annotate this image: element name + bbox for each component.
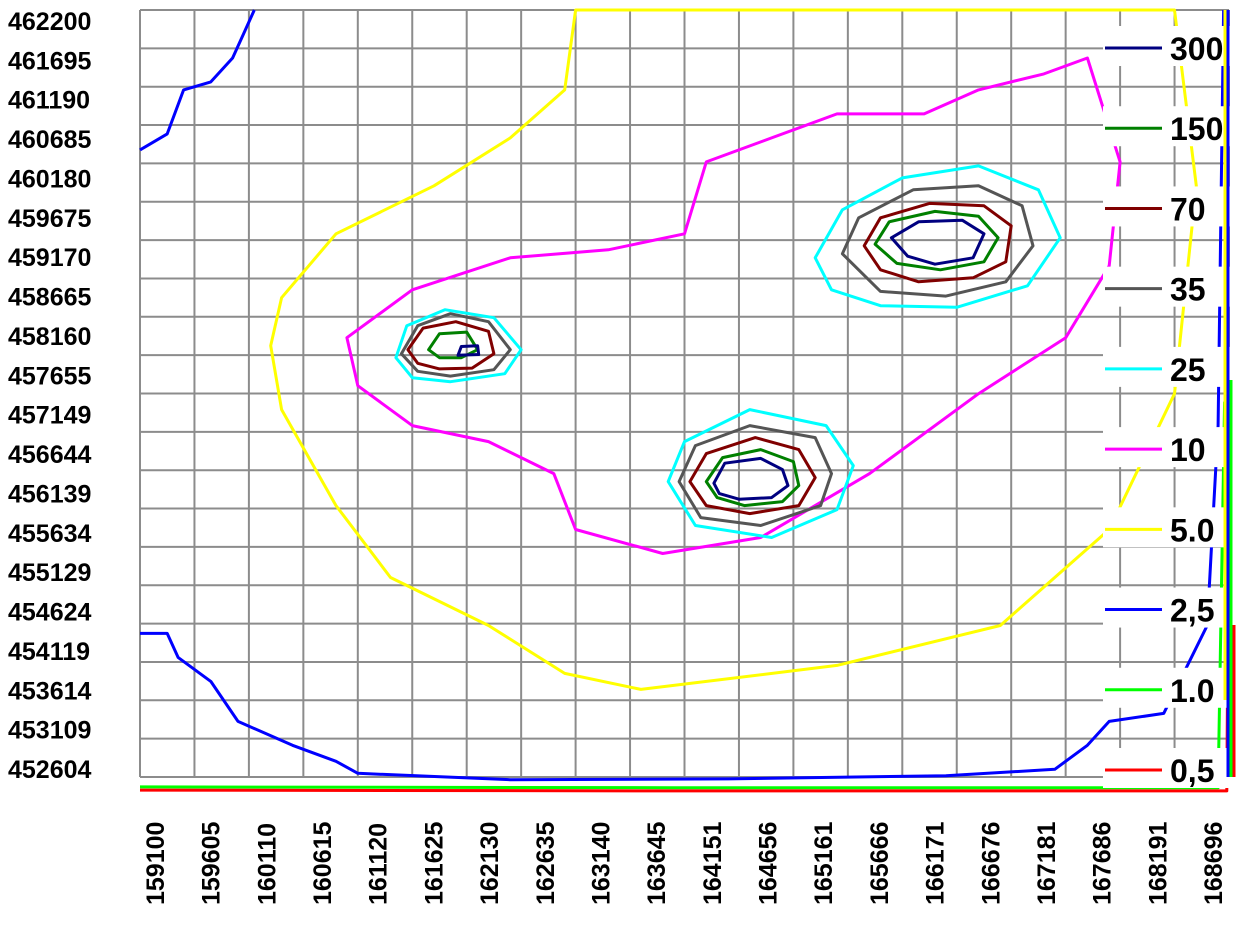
y-tick-label: 462200	[8, 8, 91, 36]
x-tick-label: 162635	[532, 821, 560, 905]
legend-label: 5.0	[1170, 512, 1214, 548]
x-tick-label: 163645	[643, 821, 671, 905]
contour-line-70	[406, 320, 496, 371]
legend-entry-background	[1103, 26, 1244, 66]
contour-line-300	[712, 456, 790, 501]
contour-line-25	[666, 408, 855, 539]
x-tick-label: 165161	[810, 821, 838, 905]
legend-entry-background	[1103, 667, 1244, 708]
contour-line-2-5	[139, 9, 256, 152]
x-tick-label: 168696	[1200, 822, 1228, 905]
y-tick-label: 455129	[8, 559, 91, 587]
legend-entry-background	[1103, 106, 1244, 147]
y-tick-label: 460180	[8, 165, 91, 193]
legend-label: 1.0	[1170, 673, 1214, 709]
legend-entry-background	[1103, 587, 1244, 628]
y-tick-label: 456139	[8, 480, 91, 508]
y-tick-label: 454624	[8, 599, 92, 627]
x-tick-label: 167686	[1089, 822, 1117, 905]
contour-line-35	[399, 312, 512, 378]
y-tick-label: 455634	[8, 520, 92, 548]
y-tick-label: 461695	[8, 47, 92, 75]
x-tick-label: 162130	[476, 822, 504, 905]
legend: 300 150 70 35 25 10 5.0 2,5 1.0 0,5	[1103, 10, 1244, 789]
y-tick-label: 454119	[8, 638, 90, 666]
contour-line-25	[394, 308, 523, 384]
x-tick-label: 160110	[253, 823, 281, 905]
legend-label: 10	[1170, 432, 1206, 468]
contour-line-150	[704, 448, 801, 508]
legend-entry-background	[1103, 266, 1244, 307]
y-tick-label: 460685	[8, 126, 92, 154]
x-tick-label: 161120	[365, 823, 393, 905]
y-tick-label: 458160	[8, 323, 91, 351]
contour-line-25	[813, 164, 1062, 309]
y-tick-label: 458665	[8, 284, 92, 312]
y-tick-label: 453614	[8, 677, 92, 705]
contour-line-70	[862, 201, 1013, 284]
legend-label: 0,5	[1170, 753, 1214, 789]
contour-line-35	[677, 424, 833, 527]
legend-entry-background	[1103, 427, 1244, 468]
x-tick-label: 163140	[587, 822, 615, 905]
contour-line-300	[456, 344, 481, 357]
contour-line-150	[873, 209, 1000, 272]
y-tick-labels: 462200 461695 461190 460685 460180 459675 4591…	[8, 8, 92, 784]
y-tick-label: 457655	[8, 362, 92, 390]
legend-entry-background	[1103, 186, 1244, 227]
contour-line-5-0	[269, 8, 1198, 691]
legend-label: 25	[1170, 352, 1206, 388]
legend-entry-background	[1103, 748, 1244, 788]
grid-lines	[139, 9, 1230, 778]
x-tick-label: 166676	[977, 822, 1005, 905]
x-tick-label: 160615	[309, 821, 337, 905]
y-tick-label: 452604	[8, 756, 92, 784]
x-tick-label: 159100	[142, 822, 170, 905]
legend-label: 150	[1170, 111, 1223, 147]
y-tick-label: 461190	[8, 87, 90, 115]
legend-label: 300	[1170, 31, 1223, 67]
x-tick-labels: 159100 159605 160110 160615 161120 161625 1621…	[142, 821, 1228, 905]
y-tick-label: 453109	[8, 717, 91, 745]
y-tick-label: 459675	[8, 205, 92, 233]
legend-entry-background	[1103, 507, 1244, 548]
y-tick-label: 456644	[8, 441, 92, 469]
legend-label: 35	[1170, 272, 1206, 308]
legend-label: 2,5	[1170, 593, 1214, 629]
y-tick-label: 457149	[8, 402, 91, 430]
contour-line-70	[688, 436, 817, 516]
legend-entry-background	[1103, 346, 1244, 387]
contour-line-35	[840, 184, 1035, 298]
x-tick-label: 168191	[1144, 821, 1172, 905]
x-tick-label: 165666	[866, 822, 894, 905]
x-tick-label: 167181	[1033, 821, 1061, 905]
contour-line-10	[345, 56, 1122, 555]
x-tick-label: 166171	[922, 821, 950, 905]
x-tick-label: 164656	[755, 822, 783, 905]
x-tick-label: 159605	[198, 821, 226, 905]
y-tick-label: 459170	[8, 244, 91, 272]
x-tick-label: 161625	[420, 821, 448, 905]
legend-label: 70	[1170, 191, 1206, 227]
contour-line-300	[889, 218, 986, 266]
x-tick-label: 164151	[699, 821, 727, 905]
